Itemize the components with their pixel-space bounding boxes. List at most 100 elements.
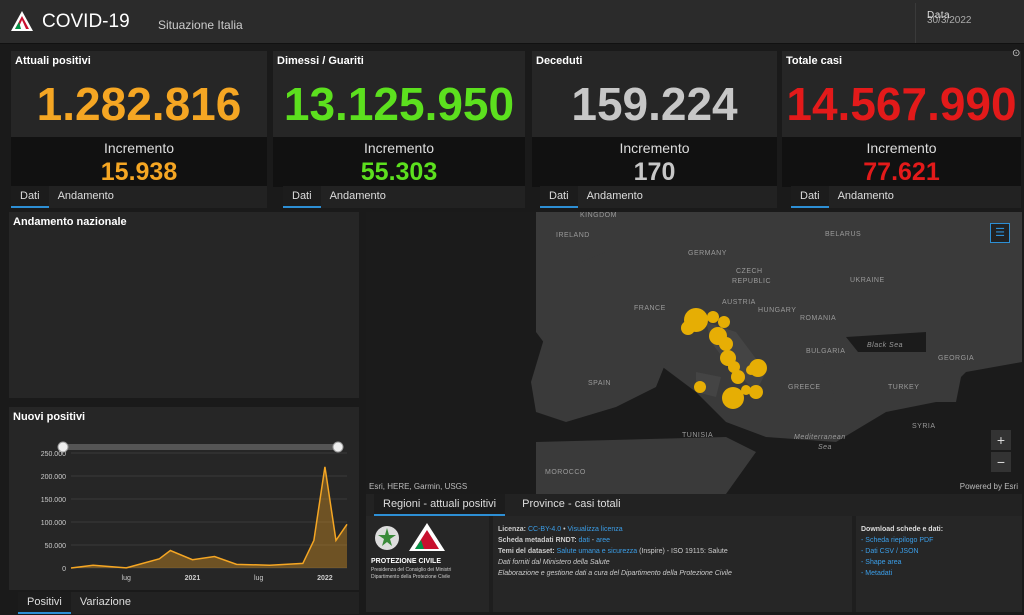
card-tabs-guariti: Dati Andamento xyxy=(283,186,525,208)
map-label: IRELAND xyxy=(556,232,590,239)
map-label: GEORGIA xyxy=(938,355,975,362)
scheda-aree-link[interactable]: aree xyxy=(596,537,611,544)
tab-andamento[interactable]: Andamento xyxy=(329,190,386,202)
map-label: CZECH xyxy=(736,268,763,275)
region-bubble[interactable] xyxy=(722,387,744,409)
visualizza-licenza-link[interactable]: Visualizza licenza xyxy=(567,526,623,533)
region-bubble[interactable] xyxy=(731,370,745,384)
region-bubble[interactable] xyxy=(749,359,767,377)
logo-line2: Presidenza del Consiglio dei Ministri xyxy=(371,567,452,573)
temi-link[interactable]: Salute umana e sicurezza xyxy=(556,548,638,555)
y-tick-label: 150.000 xyxy=(41,497,66,504)
map-label: KINGDOM xyxy=(580,212,617,219)
licenza-link[interactable]: CC-BY-4.0 xyxy=(527,526,562,533)
map-bubbles xyxy=(681,308,767,409)
increment-label: Incremento xyxy=(619,140,690,156)
download-csv-link[interactable]: - Dati CSV / JSON xyxy=(861,548,919,555)
metadata-info: Licenza: CC-BY-4.0 • Visualizza licenza … xyxy=(493,516,852,612)
zoom-in-button[interactable]: + xyxy=(991,430,1011,450)
map-label: ROMANIA xyxy=(800,315,837,322)
card-dimessi-guariti: Dimessi / Guariti 13.125.950 Incremento … xyxy=(273,51,525,187)
region-bubble[interactable] xyxy=(707,311,719,323)
x-tick-label: 2022 xyxy=(317,575,333,582)
scheda-dati-link[interactable]: dati xyxy=(578,537,590,544)
y-tick-label: 0 xyxy=(62,566,66,573)
download-shape-link[interactable]: - Shape area xyxy=(861,559,902,566)
map-label: BELARUS xyxy=(825,231,862,238)
logo-box: PROTEZIONE CIVILE Presidenza del Consigl… xyxy=(366,516,489,612)
card-value: 13.125.950 xyxy=(283,78,515,130)
map-attribution: Esri, HERE, Garmin, USGS xyxy=(369,482,468,491)
scheda-label: Scheda metadati RNDT: xyxy=(498,537,577,544)
map-label: Sea xyxy=(818,444,832,451)
elaborazione: Elaborazione e gestione dati a cura del … xyxy=(498,570,732,577)
map-label: Mediterranean xyxy=(794,434,846,441)
map-view[interactable]: KINGDOM IRELAND GERMANY BELARUS CZECH RE… xyxy=(366,212,1022,494)
region-bubble[interactable] xyxy=(718,316,730,328)
tab-variazione[interactable]: Variazione xyxy=(79,596,132,608)
tab-positivi[interactable]: Positivi xyxy=(18,592,71,614)
logo-line3: Dipartimento della Protezione Civile xyxy=(371,574,451,580)
x-tick-label: 2021 xyxy=(185,575,201,582)
licenza-label: Licenza: xyxy=(498,526,527,533)
series-area-nuovi xyxy=(71,466,347,568)
tab-andamento[interactable]: Andamento xyxy=(57,190,114,202)
card-increment: Incremento 77.621 xyxy=(782,137,1021,187)
tab-dati[interactable]: Dati xyxy=(540,186,578,208)
region-bubble[interactable] xyxy=(694,381,706,393)
range-slider-left-handle[interactable] xyxy=(57,441,69,453)
region-bubble[interactable] xyxy=(749,385,763,399)
region-bubble[interactable] xyxy=(681,321,695,335)
tab-andamento[interactable]: Andamento xyxy=(837,190,894,202)
tab-dati[interactable]: Dati xyxy=(283,186,321,208)
date-label: Data xyxy=(927,10,951,21)
andamento-nazionale-panel: Andamento nazionale 15.000.00010.000.000… xyxy=(9,212,359,398)
map-label: TUNISIA xyxy=(682,432,714,439)
tab-dati[interactable]: Dati xyxy=(791,186,829,208)
map-basemap xyxy=(366,212,1022,494)
range-slider-right-handle[interactable] xyxy=(332,441,344,453)
zoom-out-button[interactable]: − xyxy=(991,452,1011,472)
map-label: SPAIN xyxy=(588,380,611,387)
tab-dati[interactable]: Dati xyxy=(11,186,49,208)
app-header: COVID-19 Situazione Italia Data 30/3/202… xyxy=(0,0,1024,44)
y-tick-label: 250.000 xyxy=(41,451,66,458)
temi-salute: Salute xyxy=(707,548,728,555)
logo-line1: PROTEZIONE CIVILE xyxy=(371,558,442,565)
increment-value: 15.938 xyxy=(100,158,178,186)
card-title: Totale casi xyxy=(786,55,843,67)
card-increment: Incremento 55.303 xyxy=(273,137,525,187)
map-label: Black Sea xyxy=(867,342,904,349)
map-tabs: Regioni - attuali positivi Province - ca… xyxy=(366,494,1022,516)
y-tick-label: 50.000 xyxy=(45,543,67,550)
legend-list-icon[interactable]: ☰ xyxy=(990,223,1010,243)
tab-province[interactable]: Province - casi totali xyxy=(522,498,621,510)
map-label: SYRIA xyxy=(912,423,936,430)
chart-tabs: Positivi Variazione xyxy=(18,592,359,614)
map-label: TURKEY xyxy=(888,384,920,391)
region-bubble[interactable] xyxy=(728,361,740,373)
card-title: Dimessi / Guariti xyxy=(277,55,364,67)
refresh-icon[interactable]: ⊙ xyxy=(1012,48,1021,59)
card-increment: Incremento 15.938 xyxy=(11,137,267,187)
app-title: COVID-19 xyxy=(42,11,130,32)
download-pdf-link[interactable]: - Scheda riepilogo PDF xyxy=(861,537,934,544)
download-metadati-link[interactable]: - Metadati xyxy=(861,570,893,577)
info-footer: PROTEZIONE CIVILE Presidenza del Consigl… xyxy=(366,516,1022,612)
increment-label: Incremento xyxy=(363,140,435,156)
series-line-nuovi xyxy=(70,466,348,569)
tab-andamento[interactable]: Andamento xyxy=(586,190,643,202)
card-totale-casi: Totale casi 14.567.990 Incremento 77.621 xyxy=(782,51,1021,187)
italian-emblem-icon xyxy=(375,526,399,550)
tab-regioni[interactable]: Regioni - attuali positivi xyxy=(374,494,506,516)
map-label: BULGARIA xyxy=(806,348,846,355)
temi-label: Temi del dataset: xyxy=(498,548,555,555)
region-bubble[interactable] xyxy=(741,385,751,395)
download-title: Download schede e dati: xyxy=(861,526,944,533)
card-tabs-deceduti: Dati Andamento xyxy=(540,186,777,208)
region-bubble[interactable] xyxy=(719,337,733,351)
range-slider-track[interactable] xyxy=(63,444,339,450)
date-box: Data 30/3/2022 xyxy=(915,3,1024,43)
chart-title: Andamento nazionale xyxy=(13,216,127,228)
increment-label: Incremento xyxy=(103,140,175,156)
